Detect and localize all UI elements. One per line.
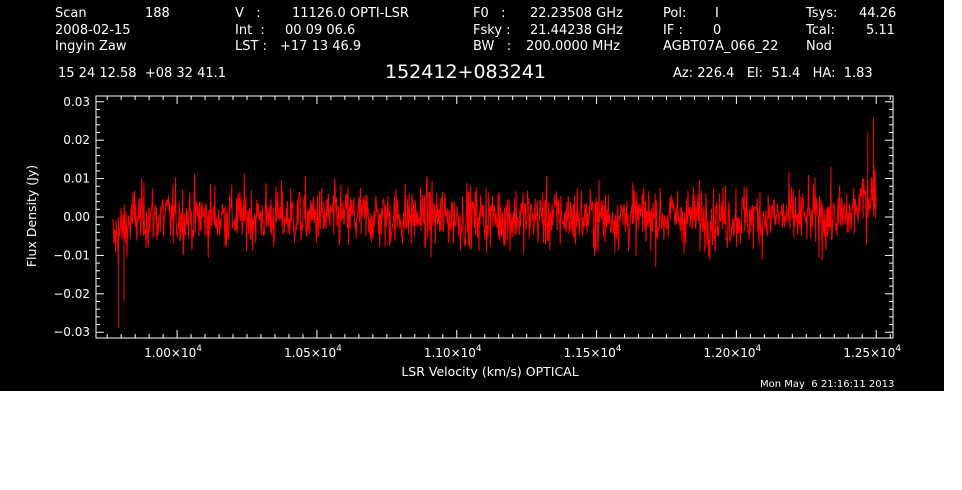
timestamp: Mon May 6 21:16:11 2013 bbox=[760, 379, 895, 390]
series-layer bbox=[112, 117, 877, 329]
x-tick-label: 1.15×104 bbox=[564, 344, 622, 360]
tcal-value: 5.11 bbox=[866, 23, 895, 38]
pol-value: I bbox=[715, 6, 719, 21]
velocity-value: 11126.0 OPTI-LSR bbox=[292, 6, 409, 21]
scan-number: 188 bbox=[145, 6, 170, 21]
source-coordinates: 15 24 12.58 +08 32 41.1 bbox=[58, 66, 227, 81]
x-tick-label: 1.00×104 bbox=[144, 344, 202, 360]
lst-label: LST : bbox=[235, 39, 267, 54]
axes-layer: 1.00×104 1.05×104 1.10×104 1.15×104 1.20×104… bbox=[53, 95, 901, 360]
velocity-label: V : bbox=[235, 6, 261, 21]
tsys-label: Tsys: bbox=[806, 6, 838, 21]
plot-panel: Scan 188 2008-02-15 Ingyin Zaw V : 11126… bbox=[0, 0, 944, 391]
bw-value: 200.0000 MHz bbox=[526, 39, 620, 54]
tsys-value: 44.26 bbox=[859, 6, 897, 21]
y-tick-label: 0.01 bbox=[63, 172, 90, 186]
source-name: 152412+083241 bbox=[385, 61, 546, 83]
x-axis-title: LSR Velocity (km/s) OPTICAL bbox=[401, 364, 578, 379]
x-tick-label: 1.20×104 bbox=[704, 344, 762, 360]
y-tick-label: 0.00 bbox=[63, 210, 90, 224]
fsky-value: 21.44238 GHz bbox=[530, 23, 623, 38]
az-el-ha: Az: 226.4 El: 51.4 HA: 1.83 bbox=[673, 66, 873, 81]
y-tick-label: 0.02 bbox=[63, 133, 90, 147]
bw-label: BW : bbox=[473, 39, 512, 54]
tcal-label: Tcal: bbox=[806, 23, 835, 38]
y-tick-label: −0.01 bbox=[53, 248, 90, 262]
f0-label: F0 : bbox=[473, 6, 506, 21]
y-tick-label: −0.03 bbox=[53, 325, 90, 339]
series-line bbox=[112, 117, 877, 329]
lst-value: +17 13 46.9 bbox=[280, 39, 362, 54]
observing-mode: Nod bbox=[806, 39, 832, 54]
int-label: Int : bbox=[235, 23, 265, 38]
observation-date: 2008-02-15 bbox=[55, 23, 131, 38]
if-value: 0 bbox=[713, 23, 722, 38]
y-tick-label: −0.02 bbox=[53, 287, 90, 301]
x-tick-label: 1.05×104 bbox=[284, 344, 342, 360]
pol-label: Pol: bbox=[663, 6, 687, 21]
f0-value: 22.23508 GHz bbox=[530, 6, 623, 21]
y-axis-title: Flux Density (Jy) bbox=[24, 165, 39, 267]
scan-label: Scan bbox=[55, 6, 87, 21]
observer-name: Ingyin Zaw bbox=[55, 39, 127, 54]
y-tick-label: 0.03 bbox=[63, 95, 90, 109]
if-label: IF : bbox=[663, 23, 683, 38]
project-id: AGBT07A_066_22 bbox=[663, 39, 779, 54]
fsky-label: Fsky : bbox=[473, 23, 511, 38]
x-tick-label: 1.10×104 bbox=[424, 344, 482, 360]
x-tick-label: 1.25×104 bbox=[843, 344, 901, 360]
spectrum-chart: 1.00×104 1.05×104 1.10×104 1.15×104 1.20×104… bbox=[24, 95, 901, 379]
int-value: 00 09 06.6 bbox=[285, 23, 356, 38]
